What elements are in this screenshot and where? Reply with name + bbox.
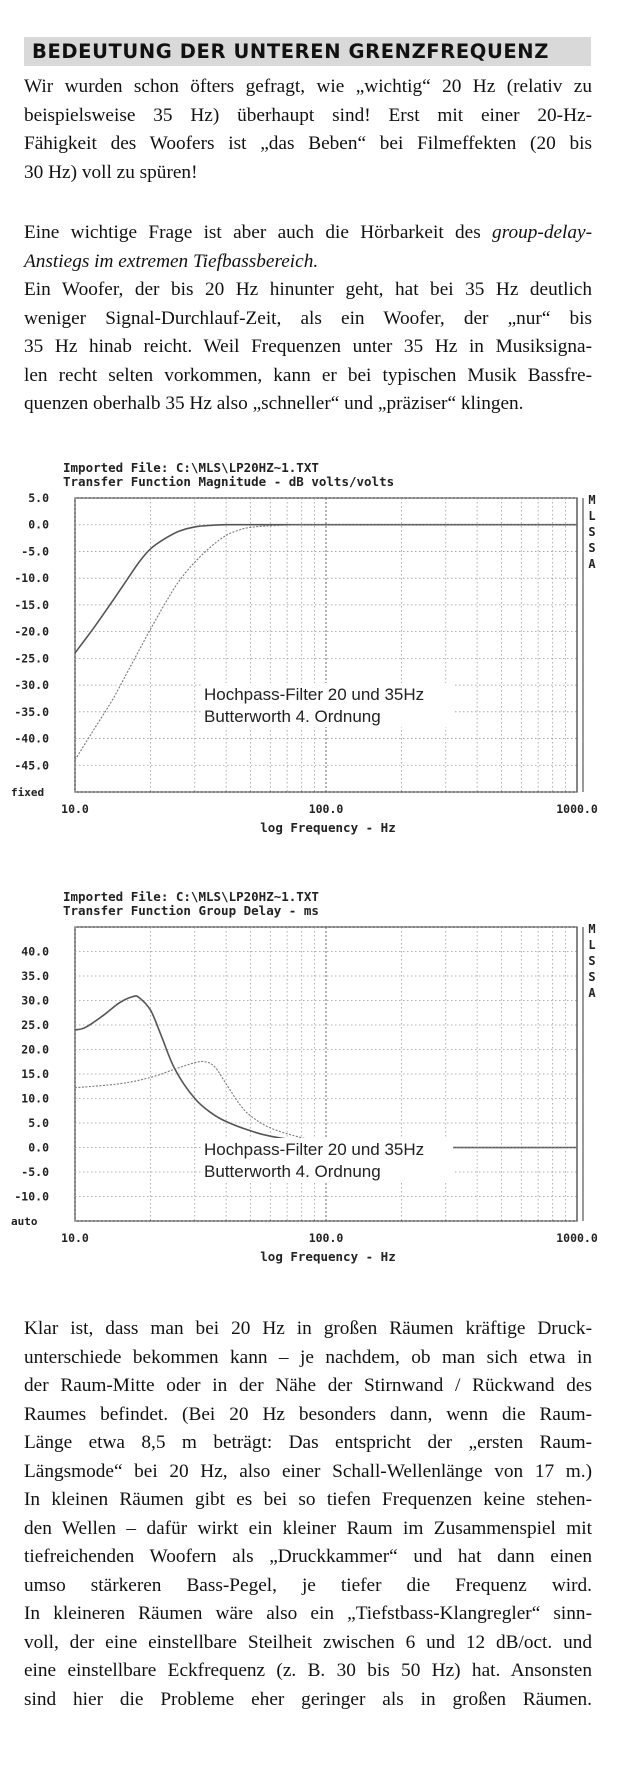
y-tick-label: 0.0 — [28, 1141, 49, 1155]
y-axis-mode-label: fixed — [11, 786, 44, 799]
annotation-background — [201, 1138, 453, 1182]
text-line: weniger Signal-Durchlauf-Zeit, als ein W… — [24, 307, 592, 329]
y-tick-label: -5.0 — [21, 544, 49, 558]
text-line: quenzen oberhalb 35 Hz also „schneller“ … — [24, 393, 524, 414]
text-line: Anstiegs im extremen Tiefbassbereich. — [24, 248, 592, 277]
y-tick-label: 35.0 — [21, 969, 49, 983]
text-line: Länge etwa 8,5 m beträgt: Das entspricht… — [24, 1432, 592, 1453]
annotation-background — [201, 683, 453, 727]
side-label-letter: M — [588, 493, 595, 507]
y-tick-label: -30.0 — [14, 678, 49, 692]
x-tick-label: 1000.0 — [556, 802, 598, 816]
y-tick-label: 15.0 — [21, 1067, 49, 1081]
text-line: Wir wurden schon öfters gefragt, wie „wi… — [24, 76, 592, 97]
side-label-letter: L — [588, 938, 595, 952]
x-axis-label: log Frequency - Hz — [260, 1249, 395, 1264]
text-line: unterschiede bekommen kann – je nachdem,… — [24, 1346, 592, 1368]
y-tick-label: 10.0 — [21, 1092, 49, 1106]
section-heading: BEDEUTUNG DER UNTEREN GRENZFREQUENZ — [32, 40, 549, 63]
chart-header-line: Imported File: C:\MLS\LP20HZ~1.TXT — [63, 460, 319, 475]
y-tick-label: -10.0 — [14, 1190, 49, 1204]
paragraph-3: Ein Woofer, der bis 20 Hz hinunter geht,… — [24, 276, 592, 419]
text-line: Eine wichtige Frage ist aber auch die Hö… — [24, 219, 592, 248]
text-line: sind hier die Probleme eher geringer als… — [24, 1688, 592, 1710]
text-line: 30 Hz) voll zu spüren! — [24, 161, 198, 183]
y-tick-label: 30.0 — [21, 994, 49, 1008]
series-line-dotted — [74, 1060, 578, 1149]
y-tick-label: -35.0 — [14, 705, 49, 719]
chart-header-line: Transfer Function Magnitude - dB volts/v… — [63, 474, 394, 489]
text-line: len recht selten vorkommen, kann er bei … — [24, 364, 592, 386]
text-line: In kleinen Räumen gibt es bei so tiefen … — [24, 1489, 592, 1510]
text-line: der Raum-Mitte oder in der Nähe der Stir… — [24, 1375, 592, 1396]
chart-header-line: Transfer Function Group Delay - ms — [63, 903, 319, 918]
side-label-letter: S — [588, 954, 595, 968]
side-label-letter: S — [588, 541, 595, 555]
y-tick-label: 5.0 — [28, 1116, 49, 1130]
y-tick-label: 20.0 — [21, 1043, 49, 1057]
series-line-dotted — [74, 524, 577, 761]
annotation-line: Butterworth 4. Ordnung — [204, 1162, 381, 1181]
side-label-letter: S — [588, 525, 595, 539]
x-tick-label: 1000.0 — [556, 1231, 598, 1245]
group-delay-chart: Imported File: C:\MLS\LP20HZ~1.TXT Transf… — [0, 884, 632, 1284]
x-tick-label: 100.0 — [309, 1231, 344, 1245]
magnitude-chart: Imported File: C:\MLS\LP20HZ~1.TXT Transf… — [0, 455, 632, 855]
side-label-letter: A — [588, 557, 596, 571]
text-line: eine einstellbare Eckfrequenz (z. B. 30 … — [24, 1660, 592, 1681]
y-tick-label: 5.0 — [28, 491, 49, 505]
text-line: Raumes befindet. (Bei 20 Hz besonders da… — [24, 1403, 592, 1425]
x-tick-label: 100.0 — [309, 802, 344, 816]
text-line: Längsmode“ bei 20 Hz, also einer Schall-… — [24, 1460, 592, 1482]
y-tick-label: -10.0 — [14, 571, 49, 585]
y-tick-label: -40.0 — [14, 732, 49, 746]
text-run-italic: Anstiegs im extremen Tiefbassbereich. — [24, 250, 319, 272]
text-line: beispielsweise 35 Hz) überhaupt sind! Er… — [24, 104, 592, 126]
section-heading-bar: BEDEUTUNG DER UNTEREN GRENZFREQUENZ — [24, 37, 591, 66]
text-line: den Wellen – dafür wirkt ein kleiner Rau… — [24, 1517, 592, 1539]
annotation-line: Butterworth 4. Ordnung — [204, 707, 381, 726]
paragraph-4: Klar ist, dass man bei 20 Hz in großen R… — [24, 1315, 592, 1714]
y-tick-label: -5.0 — [21, 1165, 49, 1179]
side-label-letter: M — [588, 922, 595, 936]
chart-header-line: Imported File: C:\MLS\LP20HZ~1.TXT — [63, 889, 319, 904]
text-line: In kleineren Räumen wäre also ein „Tiefs… — [24, 1603, 592, 1624]
y-axis-mode-label: auto — [11, 1215, 38, 1228]
text-line: voll, der eine einstellbare Steilheit zw… — [24, 1631, 592, 1653]
side-label-letter: A — [588, 986, 596, 1000]
x-tick-label: 10.0 — [61, 802, 89, 816]
x-tick-label: 10.0 — [61, 1231, 89, 1245]
side-label-letter: S — [588, 970, 595, 984]
text-line: Fähigkeit des Woofers ist „das Beben“ be… — [24, 133, 592, 154]
text-run-italic: group-delay- — [492, 222, 592, 243]
group-delay-chart-svg: Imported File: C:\MLS\LP20HZ~1.TXTTransf… — [11, 889, 598, 1264]
text-line: tiefreichenden Woofern als „Druckkammer“… — [24, 1546, 592, 1567]
y-tick-label: -20.0 — [14, 625, 49, 639]
paragraph-2: Eine wichtige Frage ist aber auch die Hö… — [24, 219, 592, 276]
y-tick-label: -45.0 — [14, 758, 49, 772]
y-tick-label: -25.0 — [14, 651, 49, 665]
magnitude-chart-svg: Imported File: C:\MLS\LP20HZ~1.TXTTransf… — [11, 460, 598, 835]
annotation-line: Hochpass-Filter 20 und 35Hz — [204, 685, 424, 704]
y-tick-label: 40.0 — [21, 945, 49, 959]
x-axis-label: log Frequency - Hz — [260, 820, 395, 835]
text-line: 35 Hz hinab reicht. Weil Frequenzen unte… — [24, 336, 592, 357]
side-label-letter: L — [588, 509, 595, 523]
y-tick-label: 25.0 — [21, 1018, 49, 1032]
annotation-line: Hochpass-Filter 20 und 35Hz — [204, 1140, 424, 1159]
text-line: umso stärkeren Bass-Pegel, je tiefer die… — [24, 1574, 592, 1596]
text-line: Klar ist, dass man bei 20 Hz in großen R… — [24, 1318, 592, 1339]
y-tick-label: 0.0 — [28, 518, 49, 532]
paragraph-1: Wir wurden schon öfters gefragt, wie „wi… — [24, 73, 592, 187]
text-run: Eine wichtige Frage ist aber auch die Hö… — [24, 222, 493, 243]
text-line: Ein Woofer, der bis 20 Hz hinunter geht,… — [24, 279, 592, 300]
y-tick-label: -15.0 — [14, 598, 49, 612]
